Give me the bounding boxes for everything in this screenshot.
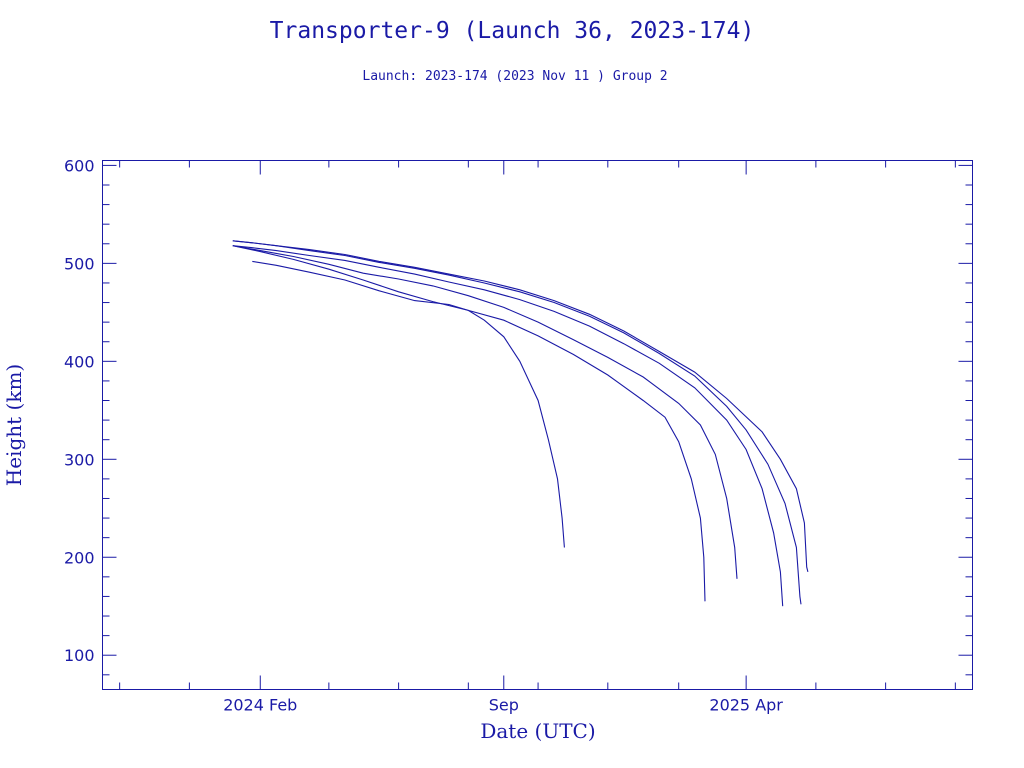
x-axis-label: Date (UTC)	[480, 719, 595, 743]
series-line-2	[232, 240, 802, 605]
x-tick-label: 2025 Apr	[709, 696, 783, 715]
plot-frame	[102, 160, 973, 690]
series-line-3	[232, 245, 784, 607]
x-tick-label: 2024 Feb	[223, 696, 297, 715]
y-tick-label: 200	[64, 548, 95, 567]
y-axis: 100 200 300 400 500 600	[64, 156, 973, 676]
series-line-1	[232, 240, 809, 573]
x-tick-label: Sep	[489, 696, 519, 715]
chart-subtitle: Launch: 2023-174 (2023 Nov 11 ) Group 2	[362, 69, 667, 84]
series-line-5	[232, 245, 706, 602]
chart-title: Transporter-9 (Launch 36, 2023-174)	[270, 18, 755, 44]
series-line-4	[232, 245, 738, 579]
y-axis-label: Height (km)	[2, 364, 26, 486]
y-tick-label: 100	[64, 646, 95, 665]
y-tick-label: 300	[64, 450, 95, 469]
series-line-6	[252, 260, 565, 548]
y-tick-label: 600	[64, 156, 95, 175]
x-axis: 2024 Feb Sep 2025 Apr	[119, 160, 956, 715]
y-tick-label: 500	[64, 254, 95, 273]
y-tick-label: 400	[64, 352, 95, 371]
series-group	[232, 240, 809, 607]
